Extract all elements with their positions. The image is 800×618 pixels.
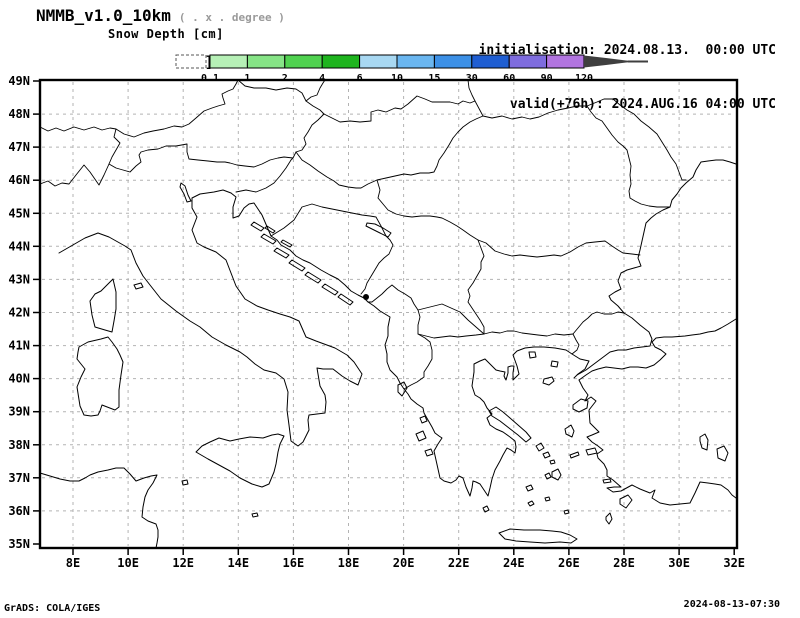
coastline-north-africa [39,467,159,549]
colorbar-segment [433,54,473,69]
coastline-marmara-south-anatolia [578,318,737,381]
lon-axis-label: 28E [613,556,635,568]
lon-axis-label: 32E [723,556,745,568]
coastline-turkey-aegean-med [578,379,737,506]
lon-axis-label: 18E [338,556,360,568]
lon-axis-label: 24E [503,556,525,568]
colorbar-segment [396,54,435,69]
colorbar-segment [209,54,248,69]
lon-axis-label: 26E [558,556,580,568]
lat-axis-label: 38N [8,438,30,452]
colorbar-undef-box [175,54,207,69]
valid-label: valid(+76h): [509,97,604,112]
colorbar-level-label: 90 [541,73,553,84]
colorbar-level-label: 1 [244,73,250,84]
colorbar-overflow-arrow [584,55,640,68]
lat-axis-label: 46N [8,173,30,187]
croatian-islands [250,221,354,306]
lon-axis-label: 12E [172,556,194,568]
variable-title: Snow Depth [cm] [108,27,224,41]
axis-ticks [33,80,735,555]
island-sardinia [76,336,124,417]
lat-axis-label: 40N [8,372,30,386]
island-corsica [89,278,117,333]
country-borders [39,79,687,390]
colorbar-segment [471,54,510,69]
coastlines [39,159,737,549]
init-line: initialisation: 2024.08.13. 00:00 UTC [479,42,776,60]
coastline-italy-west [58,189,363,447]
aegean-ionian-islands [133,282,633,525]
colorbar-level-label: 120 [575,73,593,84]
init-label: initialisation: [478,43,596,58]
creation-timestamp: 2024-08-13-07:30 [683,599,780,610]
lon-axis-label: 10E [117,556,139,568]
lon-axis-label: 14E [227,556,249,568]
lat-axis-label: 43N [8,272,30,286]
colorbar-level-label: 2 [282,73,288,84]
colorbar-level-label: 60 [503,73,515,84]
run-info: initialisation: 2024.08.13. 00:00 UTC va… [479,6,776,150]
lat-axis-label: 45N [8,206,30,220]
island-euboea [488,406,532,443]
lat-axis-label: 49N [8,74,30,88]
valid-value: 2024.AUG.16 04:00 UTC [611,97,776,112]
resolution-note: ( . x . degree ) [178,11,285,24]
lat-axis-label: 41N [8,339,30,353]
init-value: 2024.08.13. 00:00 UTC [603,43,776,58]
lat-axis-label: 47N [8,140,30,154]
colorbar-bracket: ] [204,53,213,71]
lat-axis-label: 48N [8,107,30,121]
lon-axis-label: 30E [668,556,690,568]
lat-axis-label: 35N [8,537,30,551]
colorbar-segment [508,54,548,69]
lat-axis-label: 37N [8,471,30,485]
kotor-bay-mark [363,294,369,300]
lat-axis-label: 42N [8,306,30,320]
island-crete [498,528,578,544]
colorbar-level-label: 6 [357,73,363,84]
model-name: NMMB_v1.0_10km [36,6,171,25]
coastline-adriatic-aegean [230,192,590,497]
colorbar-segment [546,54,585,69]
lat-axis-label: 36N [8,504,30,518]
lat-axis-label: 39N [8,405,30,419]
lon-axis-label: 8E [66,556,80,568]
map-canvas: 49N 48N 47N 46N 45N 44N 43N 42N 41N 40N 39N 38N 37N 3… [8,74,745,568]
colorbar-segment [359,54,398,69]
colorbar-level-label: 10 [391,73,403,84]
colorbar-level-label: 30 [466,73,478,84]
latlon-grid [42,82,735,546]
axis-labels: 49N 48N 47N 46N 45N 44N 43N 42N 41N 40N 39N 38N 37N 3… [8,74,745,568]
colorbar-level-label: 4 [319,73,325,84]
lon-axis-label: 16E [283,556,305,568]
lon-axis-label: 22E [448,556,470,568]
lat-axis-label: 44N [8,239,30,253]
island-sicily [195,433,285,488]
lon-axis-label: 20E [393,556,415,568]
valid-line: valid(+76h): 2024.AUG.16 04:00 UTC [479,96,776,114]
plot-title: NMMB_v1.0_10km ( . x . degree ) [36,6,285,25]
colorbar-segment [284,54,323,69]
colorbar-level-label: 15 [428,73,440,84]
colorbar-level-label: 0.1 [201,73,219,84]
colorbar-segment [246,54,286,69]
grads-credit: GrADS: COLA/IGES [4,603,101,614]
lakes [179,182,729,462]
map-frame [38,78,739,550]
colorbar-segment [321,54,361,69]
coastline-marmara-north-blacksea [576,159,737,376]
colorbar-legend: ] 0.1 1 2 4 6 10 15 30 60 90 120 [175,53,648,84]
